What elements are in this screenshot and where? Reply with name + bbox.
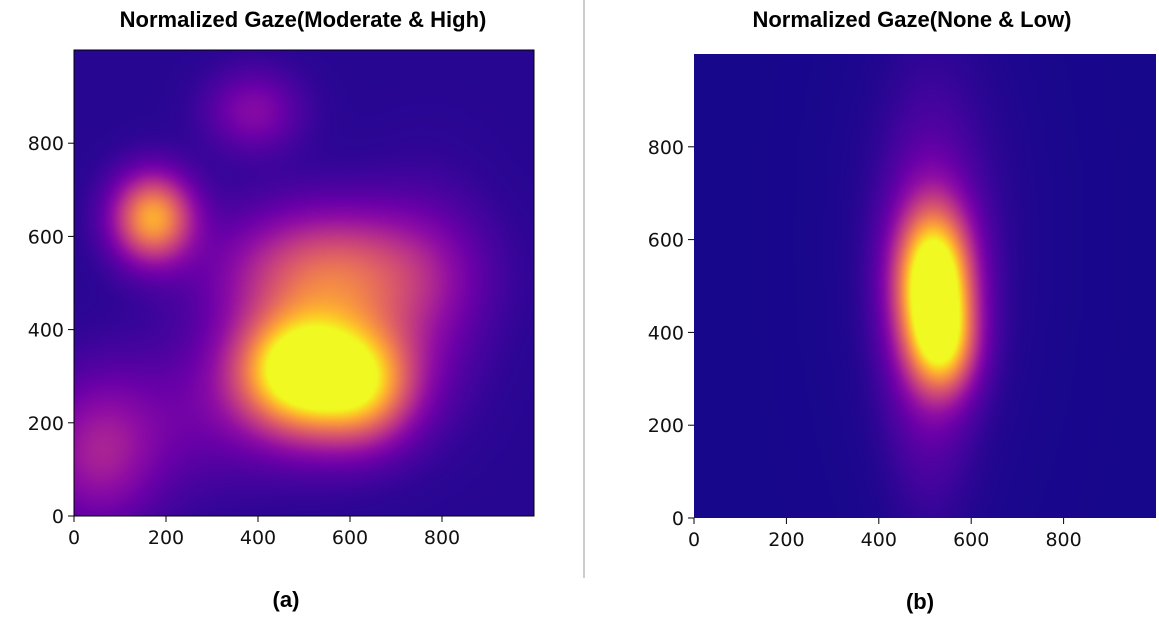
x-tick-label: 0 <box>688 529 700 551</box>
y-tick-label: 400 <box>28 320 64 342</box>
panel-a: Normalized Gaze(Moderate & High) 0 200 400… <box>28 7 535 612</box>
caption-a: (a) <box>273 587 300 612</box>
y-tick-label: 0 <box>52 506 64 528</box>
caption-b: (b) <box>906 589 934 614</box>
title-b: Normalized Gaze(None & Low) <box>752 7 1071 32</box>
y-tick-label: 800 <box>28 133 64 155</box>
panel-b: Normalized Gaze(None & Low) 0 200 400 600 80… <box>648 7 1156 614</box>
ticks-b: 0 200 400 600 800 0 200 400 600 800 <box>648 137 1082 551</box>
x-tick-label: 600 <box>953 529 989 551</box>
y-tick-label: 200 <box>28 413 64 435</box>
axes-frame-a <box>73 49 535 517</box>
x-tick-label: 800 <box>1045 529 1081 551</box>
x-tick-label: 0 <box>68 527 80 549</box>
heatmap-a <box>74 50 534 516</box>
y-tick-label: 600 <box>28 226 64 248</box>
y-tick-label: 800 <box>648 137 684 159</box>
x-tick-label: 400 <box>240 527 276 549</box>
y-tick-label: 200 <box>648 415 684 437</box>
x-tick-label: 400 <box>861 529 897 551</box>
y-tick-label: 600 <box>648 230 684 252</box>
x-tick-label: 800 <box>424 527 460 549</box>
x-tick-label: 600 <box>332 527 368 549</box>
x-tick-label: 200 <box>768 529 804 551</box>
ticks-a: 0 200 400 600 800 0 200 400 600 800 <box>28 133 460 549</box>
x-tick-label: 200 <box>148 527 184 549</box>
heatmap-b <box>694 54 1156 518</box>
title-a: Normalized Gaze(Moderate & High) <box>120 7 487 32</box>
y-tick-label: 0 <box>672 508 684 530</box>
y-tick-label: 400 <box>648 322 684 344</box>
